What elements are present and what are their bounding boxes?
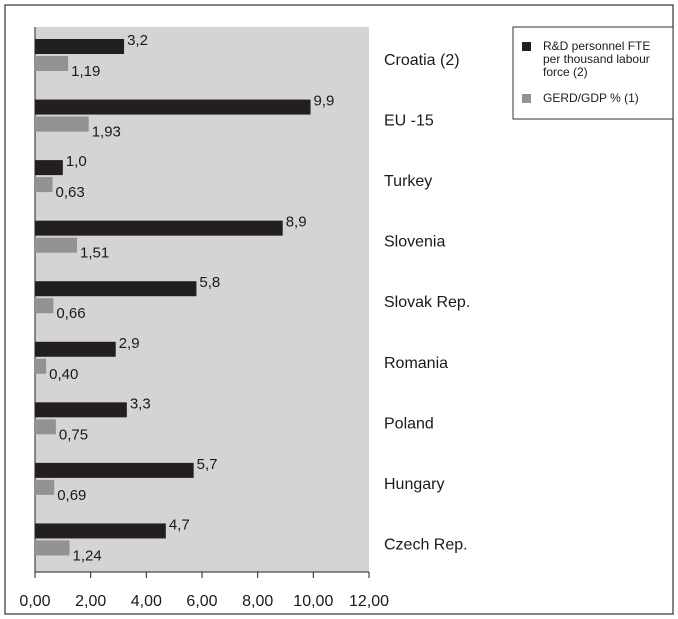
data-label: 2,9: [119, 335, 140, 352]
bar-gerd-gdp: [35, 419, 56, 435]
data-label: 0,75: [59, 426, 88, 443]
category-label: EU -15: [384, 113, 434, 130]
legend-label-gerd-gdp: GERD/GDP % (1): [543, 91, 639, 105]
legend: R&D personnel FTE per thousand labour forc…: [512, 26, 674, 120]
x-tick-label: 2,00: [75, 593, 106, 610]
x-ticks-group: 0,00 2,00 4,00 6,00 8,00 10,00 12,00: [19, 572, 389, 610]
bar-rd-personnel: [35, 39, 125, 54]
data-label: 1,24: [73, 547, 102, 564]
data-label: 0,40: [49, 366, 78, 383]
data-label: 1,93: [92, 124, 121, 141]
bar-gerd-gdp: [35, 237, 78, 253]
category-label: Slovak Rep.: [384, 294, 470, 311]
x-tick-label: 12,00: [349, 593, 389, 610]
legend-box: [512, 26, 674, 120]
bar-gerd-gdp: [35, 56, 69, 71]
category-label: Turkey: [384, 173, 432, 190]
legend-swatch-rd-personnel: [522, 42, 531, 51]
bar-gerd-gdp: [35, 298, 54, 314]
bar-gerd-gdp: [35, 358, 47, 374]
bar-rd-personnel: [35, 402, 127, 418]
plot-background: [35, 27, 369, 572]
data-label: 3,3: [130, 395, 151, 412]
data-label: 4,7: [169, 516, 190, 533]
bar-rd-personnel: [35, 341, 116, 357]
bar-rd-personnel: [35, 99, 311, 115]
data-label: 5,7: [197, 456, 218, 473]
bar-gerd-gdp: [35, 177, 53, 193]
bar-gerd-gdp: [35, 540, 70, 556]
data-label: 0,66: [56, 305, 85, 322]
legend-label-rd-personnel: R&D personnel FTE per thousand labour forc…: [543, 39, 650, 79]
category-label: Poland: [384, 415, 434, 432]
category-label: Croatia (2): [384, 52, 460, 69]
x-tick-label: 4,00: [131, 593, 162, 610]
data-label: 0,69: [57, 487, 86, 504]
bars-group: 3,2 1,19 Croatia (2) 9,9 1,93 EU -15 1,0 0,63 Tu…: [35, 32, 470, 564]
legend-swatch-gerd-gdp: [522, 94, 531, 103]
category-label: Czech Rep.: [384, 536, 468, 553]
category-label: Hungary: [384, 476, 444, 493]
x-tick-label: 10,00: [293, 593, 333, 610]
data-label: 1,19: [71, 63, 100, 80]
x-tick-label: 0,00: [19, 593, 50, 610]
data-label: 3,2: [127, 32, 148, 49]
data-label: 8,9: [286, 214, 307, 231]
data-label: 5,8: [199, 274, 220, 291]
x-tick-label: 6,00: [186, 593, 217, 610]
bar-rd-personnel: [35, 523, 166, 539]
bar-gerd-gdp: [35, 116, 89, 132]
category-label: Romania: [384, 355, 448, 372]
data-label: 1,51: [80, 245, 109, 262]
bar-rd-personnel: [35, 220, 283, 236]
bar-gerd-gdp: [35, 479, 55, 495]
data-label: 0,63: [56, 184, 85, 201]
bar-rd-personnel: [35, 160, 63, 176]
data-label: 9,9: [314, 93, 335, 110]
x-tick-label: 8,00: [242, 593, 273, 610]
bar-rd-personnel: [35, 462, 194, 478]
bar-rd-personnel: [35, 281, 197, 297]
data-label: 1,0: [66, 153, 87, 170]
category-label: Slovenia: [384, 234, 445, 251]
